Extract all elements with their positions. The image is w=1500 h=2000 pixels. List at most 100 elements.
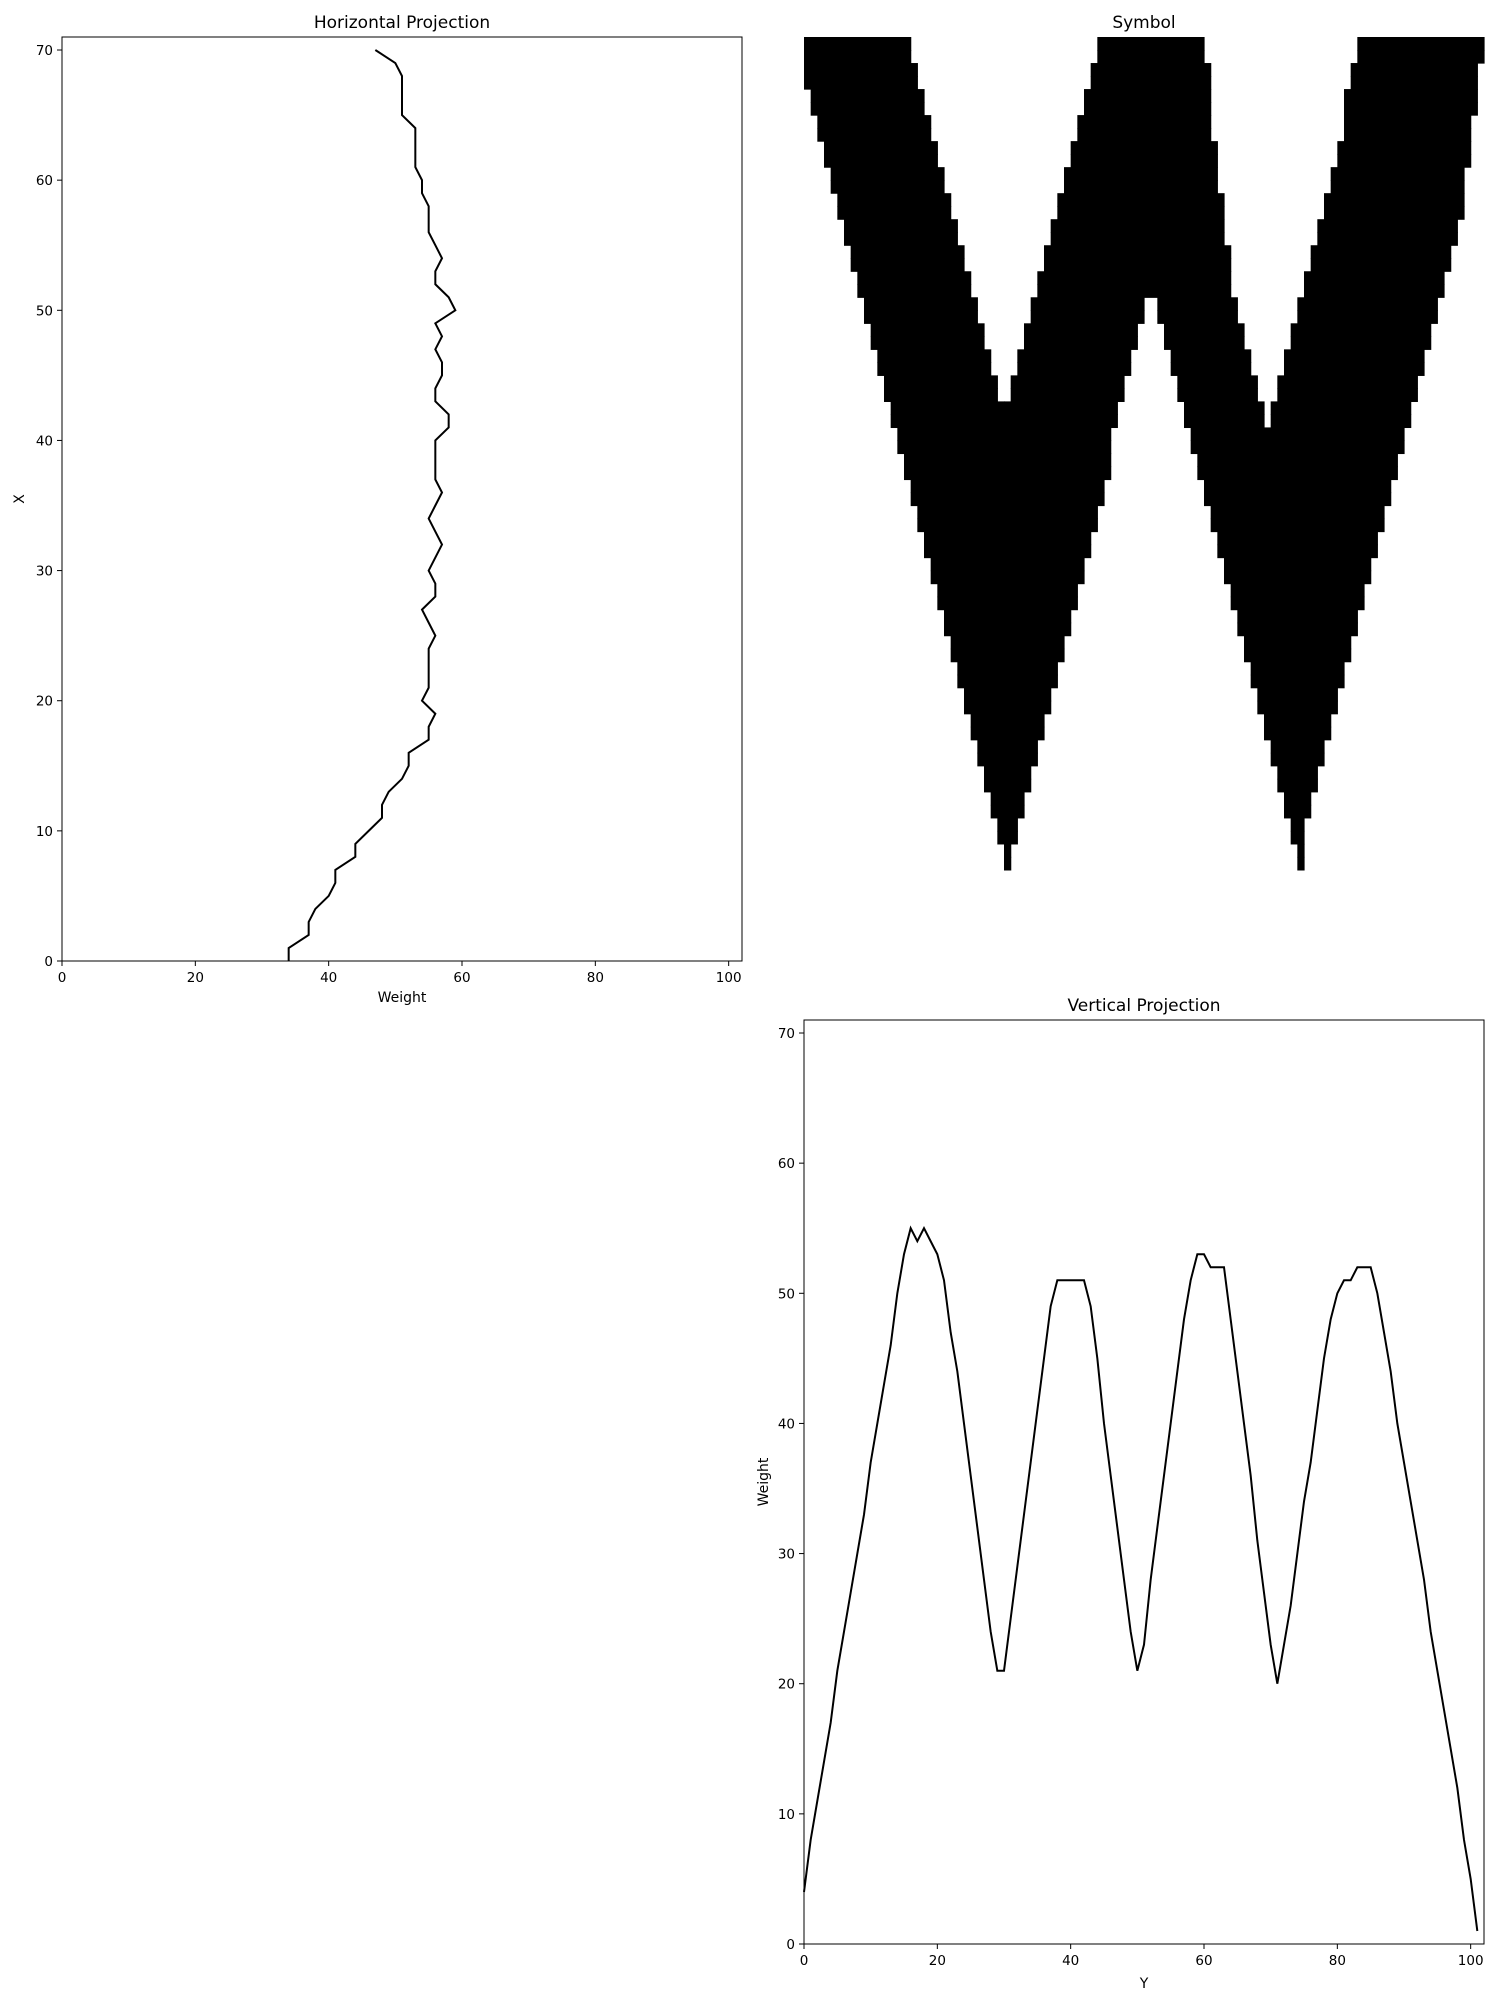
x-tick-label: 100 xyxy=(716,970,742,986)
symbol-pixel-run xyxy=(984,505,1098,520)
symbol-pixel-run xyxy=(1024,336,1138,350)
symbol-pixel-run xyxy=(850,258,965,272)
y-tick-label: 60 xyxy=(36,173,53,189)
symbol-pixel-run xyxy=(1077,115,1212,129)
symbol-pixel-run xyxy=(830,167,945,181)
y-tick-label: 20 xyxy=(36,694,53,710)
symbol-pixel-run xyxy=(1084,102,1212,116)
symbol-pixel-run xyxy=(804,76,918,90)
symbol-pixel-run xyxy=(1290,336,1432,350)
symbol-pixel-run xyxy=(1070,154,1218,168)
symbol-pixel-run xyxy=(870,323,985,337)
symbol-pixel-run xyxy=(1270,414,1412,429)
symbol-pixel-run xyxy=(990,791,1025,806)
symbol-pixel-run xyxy=(850,245,965,259)
symbol-pixel-run xyxy=(1257,687,1338,702)
symbol-pixel-run xyxy=(884,388,998,402)
symbol-pixel-run xyxy=(1297,297,1438,311)
x-tick-label: 0 xyxy=(58,970,67,986)
x-tick-label: 20 xyxy=(929,1953,946,1969)
x-tick-label: 40 xyxy=(1062,1953,1079,1969)
symbol-pixel-run xyxy=(957,609,1072,624)
x-tick-label: 20 xyxy=(187,970,204,986)
symbol-pixel-run xyxy=(1250,674,1345,689)
symbol-pixel-run xyxy=(1170,349,1252,363)
symbol-pixel-run xyxy=(1350,76,1478,90)
symbol-pixel-run xyxy=(990,492,1105,507)
symbol-pixel-run xyxy=(884,375,998,389)
symbol-pixel-run xyxy=(1330,167,1465,181)
symbol-pixel-run xyxy=(984,518,1098,533)
symbol-pixel-run xyxy=(844,232,958,246)
symbol-pixel-run xyxy=(1190,427,1405,442)
symbol-pixel-run xyxy=(1350,63,1478,77)
symbol-pixel-run xyxy=(1284,791,1312,806)
symbol-pixel-run xyxy=(1324,193,1465,207)
symbol-pixel-run xyxy=(810,89,925,103)
symbol-pixel-run xyxy=(977,544,1092,559)
symbol-pixel-run xyxy=(1277,778,1318,793)
symbol-pixel-run xyxy=(804,63,918,77)
symbol-pixel-run xyxy=(804,50,912,64)
symbol-pixel-run xyxy=(1344,115,1472,129)
symbol-pixel-run xyxy=(1004,856,1012,871)
symbol-pixel-run xyxy=(977,531,1092,546)
symbol-pixel-run xyxy=(1070,141,1218,155)
symbol-pixel-run xyxy=(1230,596,1365,611)
x-axis-label: Y xyxy=(1139,1976,1149,1992)
symbol-pixel-run xyxy=(1164,323,1245,337)
symbol-pixel-run xyxy=(1317,219,1458,233)
symbol-pixel-run xyxy=(990,479,1105,494)
symbol-pixel-run xyxy=(1097,50,1205,64)
symbol-pixel-run xyxy=(1284,349,1425,363)
symbol-pixel-run xyxy=(890,414,1005,429)
chart-title: Symbol xyxy=(1112,13,1175,33)
symbol-pixel-run xyxy=(1090,63,1212,77)
y-axis-label: Weight xyxy=(756,1457,772,1506)
symbol-pixel-run xyxy=(1177,375,1258,389)
y-tick-label: 70 xyxy=(36,43,53,59)
series-line xyxy=(287,49,457,961)
symbol-pixel-run xyxy=(1297,856,1305,871)
y-tick-label: 50 xyxy=(36,303,53,319)
x-tick-label: 100 xyxy=(1458,1953,1484,1969)
y-axis-ticks: 0 10 20 30 40 50 60 70 xyxy=(36,43,62,970)
x-tick-label: 80 xyxy=(1329,1953,1346,1969)
symbol-pixel-run xyxy=(1030,310,1145,324)
symbol-pixel-run xyxy=(1264,713,1332,728)
symbol-pixel-run xyxy=(1310,245,1452,259)
symbol-pixel-run xyxy=(1264,726,1332,741)
symbol-pixel-run xyxy=(1224,570,1372,585)
symbol-pixel-run xyxy=(1184,401,1265,415)
symbol-pixel-run xyxy=(870,336,985,350)
symbol-pixel-run xyxy=(1004,427,1112,442)
symbol-pixel-run xyxy=(997,466,1112,481)
symbol-pixel-run xyxy=(804,37,912,51)
symbol-pixel-run xyxy=(904,466,1012,481)
symbol-pixel-run xyxy=(837,193,952,207)
symbol-pixel-run xyxy=(1030,297,1145,311)
symbol-pixel-run xyxy=(837,206,952,220)
symbol-pixel-run xyxy=(997,453,1112,468)
series-line xyxy=(803,1225,1479,1932)
symbol-pixel-run xyxy=(964,700,1052,715)
symbol-pixel-run xyxy=(1044,245,1232,259)
symbol-pixel-run xyxy=(964,596,1078,611)
symbol-pixel-run xyxy=(1084,89,1212,103)
x-axis-label: Weight xyxy=(378,990,427,1006)
symbol-pixel-run xyxy=(1197,453,1398,468)
symbol-pixel-run xyxy=(1210,518,1385,533)
symbol-pixel-run xyxy=(1004,414,1118,429)
symbol-pixel-run xyxy=(830,180,945,194)
x-tick-label: 0 xyxy=(800,1953,809,1969)
symbol-pixel-run xyxy=(957,674,1058,689)
symbol-pixel-run xyxy=(1277,388,1418,402)
symbol-pixel-run xyxy=(964,583,1078,598)
y-tick-label: 20 xyxy=(778,1677,795,1693)
symbol-pixel-run xyxy=(1270,739,1325,754)
y-axis-ticks: 0 10 20 30 40 50 60 70 xyxy=(778,1026,804,1953)
symbol-pixel-run xyxy=(1317,232,1458,246)
symbol-pixel-run xyxy=(1304,284,1445,298)
symbol-pixel-run xyxy=(864,297,978,311)
symbol-pixel-run xyxy=(1257,700,1338,715)
